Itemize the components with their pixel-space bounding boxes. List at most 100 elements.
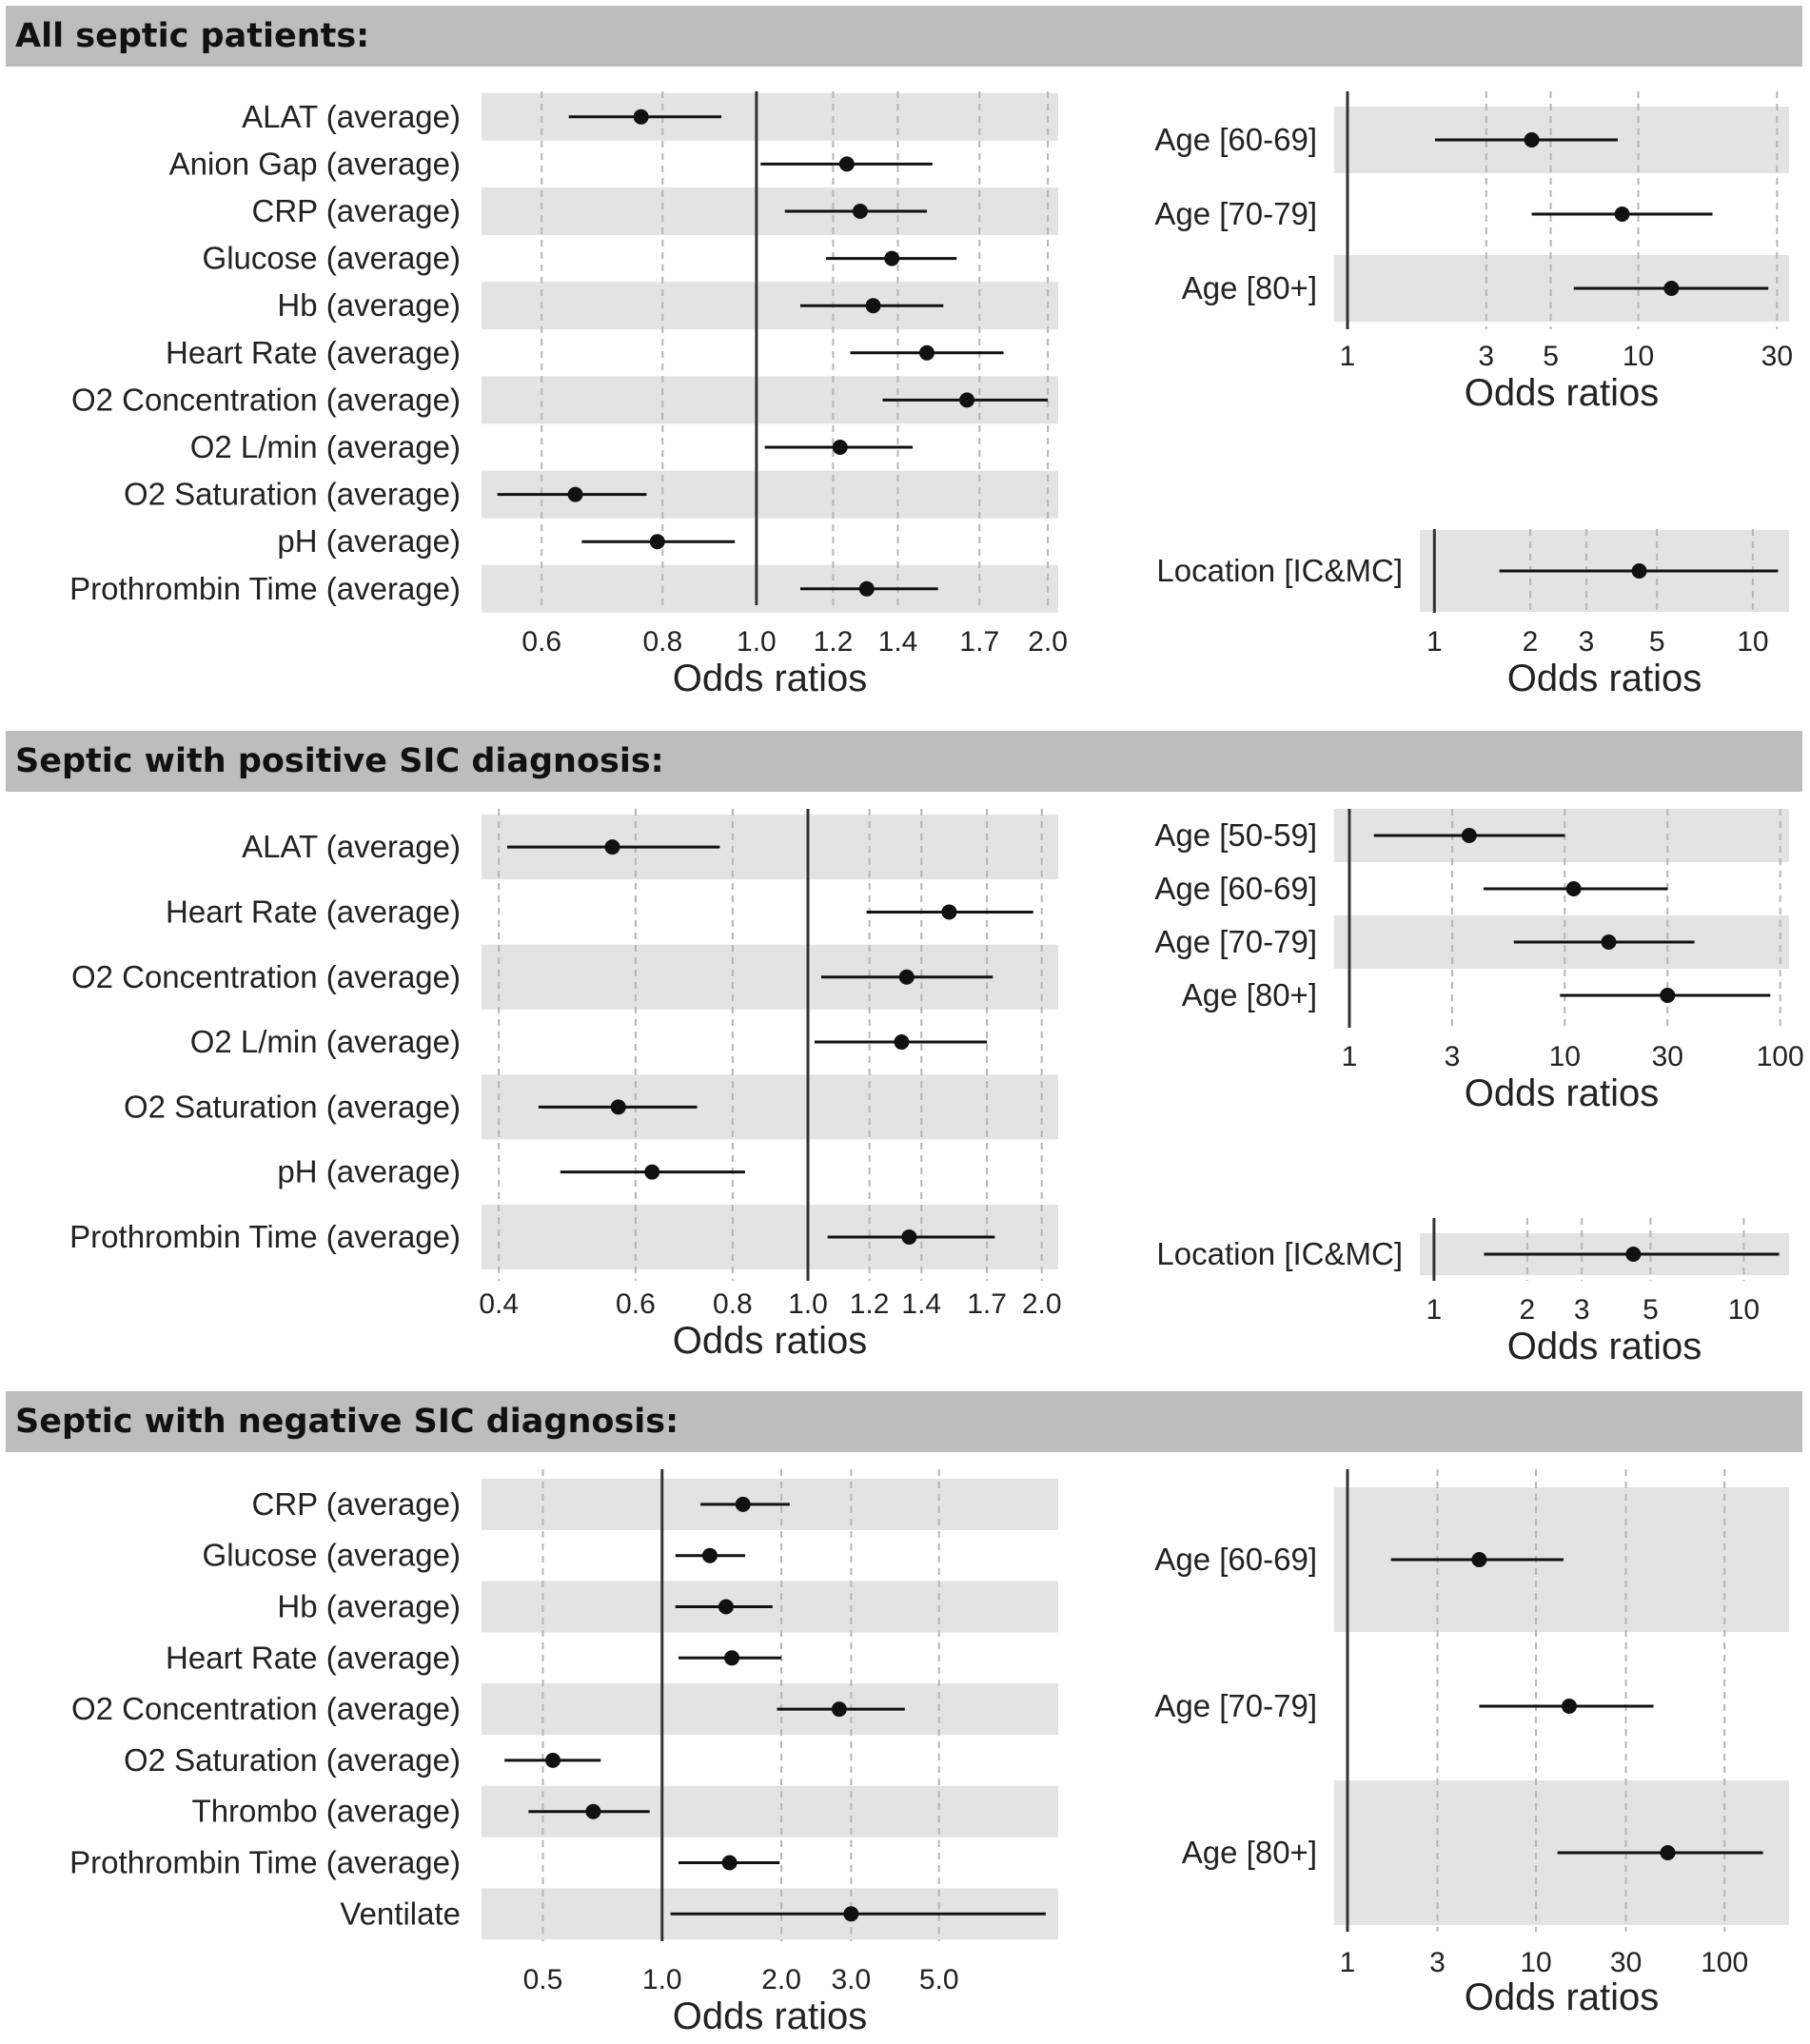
- row-label: Age [70-79]: [1154, 196, 1317, 231]
- row-label: Heart Rate (average): [166, 1640, 461, 1675]
- row-label: Age [60-69]: [1154, 1542, 1317, 1577]
- point-estimate: [852, 204, 868, 219]
- row-label: ALAT (average): [242, 829, 461, 864]
- tick-label: 3: [1579, 626, 1595, 658]
- row-label: Age [80+]: [1182, 977, 1317, 1012]
- section-header-negative-sic: Septic with negative SIC diagnosis:: [6, 1391, 1802, 1452]
- row-label: Thrombo (average): [192, 1794, 461, 1829]
- point-estimate: [901, 1228, 917, 1245]
- tick-label: 1: [1340, 341, 1356, 372]
- row-label: ALAT (average): [242, 99, 461, 134]
- tick-label: 2: [1523, 626, 1539, 658]
- point-estimate: [1614, 206, 1630, 222]
- tick-label: 30: [1761, 341, 1793, 372]
- section-header-positive-sic: Septic with positive SIC diagnosis:: [6, 731, 1802, 792]
- forest-panel-all-septic-age: Age [60-69] Age [70-79] Age [80+] 1 3 5 10 30 Od…: [1154, 91, 1793, 414]
- row-label: CRP (average): [252, 1486, 461, 1522]
- row-label: Location [IC&MC]: [1156, 553, 1403, 588]
- point-estimate: [649, 534, 665, 550]
- row-label: O2 Concentration (average): [71, 1691, 461, 1726]
- section-header-all-septic: All septic patients:: [6, 6, 1802, 67]
- point-estimate: [567, 486, 583, 502]
- tick-label: 3: [1429, 1947, 1446, 1978]
- x-axis-label: Odds ratios: [1507, 1326, 1702, 1367]
- tick-label: 0.8: [642, 626, 682, 658]
- point-estimate: [1601, 934, 1617, 950]
- tick-label: 10: [1737, 626, 1768, 658]
- tick-label: 3: [1478, 341, 1494, 372]
- tick-label: 0.5: [523, 1964, 563, 1995]
- tick-label: 10: [1623, 341, 1654, 372]
- tick-label: 10: [1549, 1041, 1581, 1072]
- point-estimate: [545, 1752, 561, 1768]
- point-estimate: [701, 1547, 718, 1563]
- point-estimate: [721, 1855, 738, 1871]
- row-label: O2 Saturation (average): [124, 477, 461, 512]
- row-label: Age [60-69]: [1154, 122, 1317, 157]
- point-estimate: [1625, 1247, 1642, 1262]
- point-estimate: [919, 344, 935, 361]
- point-estimate: [865, 298, 881, 314]
- row-label: Location [IC&MC]: [1156, 1236, 1403, 1271]
- row-label: Age [70-79]: [1154, 1688, 1317, 1723]
- row-label: Age [80+]: [1182, 1835, 1317, 1870]
- point-estimate: [884, 250, 900, 266]
- section-title: Septic with negative SIC diagnosis:: [15, 1403, 679, 1441]
- forest-panel-positive-sic-age: Age [50-59] Age [60-69] Age [70-79] Age [80…: [1154, 809, 1804, 1114]
- tick-label: 1.0: [737, 626, 777, 658]
- point-estimate: [832, 440, 848, 455]
- tick-label: 2: [1520, 1294, 1536, 1326]
- forest-panel-all-septic-labs: ALAT (average) Anion Gap (average) CRP (av…: [69, 91, 1068, 699]
- tick-label: 30: [1610, 1947, 1642, 1978]
- row-label: Prothrombin Time (average): [69, 571, 461, 606]
- row-label: Glucose (average): [203, 241, 461, 276]
- point-estimate: [735, 1496, 751, 1512]
- section-title: All septic patients:: [15, 17, 370, 55]
- point-estimate: [843, 1906, 859, 1922]
- tick-label: 1.4: [878, 626, 918, 658]
- tick-label: 1: [1342, 1041, 1358, 1072]
- row-label: O2 Saturation (average): [124, 1089, 461, 1124]
- point-estimate: [898, 969, 915, 985]
- tick-label: 1.7: [967, 1288, 1007, 1320]
- row-label: Anion Gap (average): [169, 146, 461, 181]
- tick-label: 1.7: [959, 626, 999, 658]
- tick-label: 2.0: [1028, 626, 1068, 658]
- tick-label: 0.6: [521, 626, 561, 658]
- tick-label: 3: [1574, 1294, 1590, 1326]
- row-label: Age [50-59]: [1154, 817, 1317, 853]
- tick-label: 10: [1728, 1294, 1760, 1326]
- tick-label: 5: [1649, 626, 1665, 658]
- row-label: Heart Rate (average): [166, 335, 461, 370]
- row-label: O2 Concentration (average): [71, 382, 461, 417]
- point-estimate: [1660, 988, 1676, 1003]
- row-label: O2 L/min (average): [190, 1024, 461, 1059]
- point-estimate: [633, 108, 649, 125]
- point-estimate: [959, 392, 975, 408]
- row-label: Glucose (average): [203, 1538, 461, 1573]
- tick-label: 0.4: [479, 1288, 519, 1320]
- row-label: O2 L/min (average): [190, 429, 461, 464]
- point-estimate: [1660, 1845, 1676, 1860]
- row-label: pH (average): [277, 1154, 461, 1189]
- tick-label: 3.0: [832, 1964, 872, 1995]
- tick-label: 5: [1543, 341, 1559, 372]
- row-label: Hb (average): [277, 287, 461, 323]
- point-estimate: [1524, 132, 1540, 147]
- tick-label: 1.0: [642, 1964, 682, 1995]
- tick-label: 1.2: [814, 626, 854, 658]
- tick-label: 0.6: [616, 1288, 656, 1320]
- point-estimate: [604, 839, 620, 855]
- point-estimate: [585, 1803, 601, 1819]
- tick-label: 5: [1643, 1294, 1659, 1326]
- point-estimate: [610, 1099, 626, 1115]
- row-label: Hb (average): [277, 1589, 461, 1624]
- point-estimate: [1561, 1699, 1577, 1714]
- tick-label: 3: [1445, 1041, 1461, 1072]
- point-estimate: [941, 904, 957, 920]
- point-estimate: [858, 580, 875, 597]
- point-estimate: [718, 1599, 734, 1615]
- row-label: Age [80+]: [1182, 270, 1317, 305]
- point-estimate: [831, 1701, 847, 1718]
- x-axis-label: Odds ratios: [1465, 1072, 1660, 1114]
